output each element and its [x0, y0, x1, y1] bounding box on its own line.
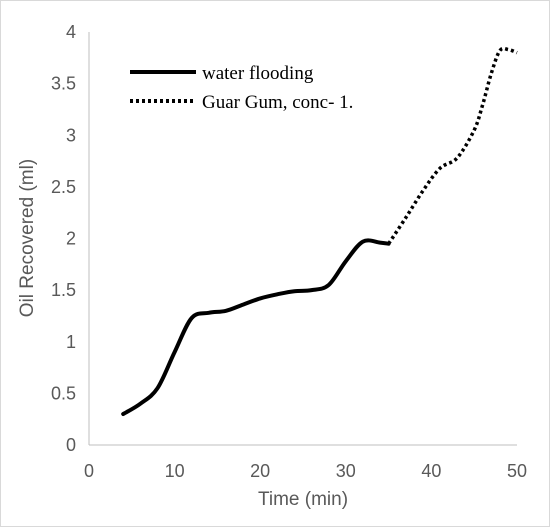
legend-label-water-flooding: water flooding — [202, 63, 314, 84]
y-tick-label: 4 — [66, 22, 76, 42]
y-tick-label: 0.5 — [51, 383, 76, 403]
x-tick-label: 0 — [84, 461, 94, 481]
x-axis-title: Time (min) — [258, 489, 348, 510]
series-layer — [121, 46, 518, 416]
x-tick-label: 30 — [336, 461, 356, 481]
y-tick-label: 1.5 — [51, 280, 76, 300]
y-tick-label: 0 — [66, 435, 76, 455]
ticks-layer: 0 10 20 30 40 50 0 0.5 1 1.5 2 2.5 3 3.5 4 — [51, 22, 527, 481]
legend: water flooding Guar Gum, conc- 1. — [130, 63, 353, 113]
x-tick-label: 40 — [421, 461, 441, 481]
series-line-water-flooding — [121, 238, 391, 416]
series-line-guar-gum — [387, 46, 518, 245]
y-tick-label: 2.5 — [51, 177, 76, 197]
y-tick-label: 1 — [66, 332, 76, 352]
legend-label-guar-gum: Guar Gum, conc- 1. — [202, 92, 353, 113]
x-tick-label: 50 — [507, 461, 527, 481]
y-tick-label: 3 — [66, 125, 76, 145]
y-axis-title: Oil Recovered (ml) — [17, 159, 38, 317]
y-tick-label: 2 — [66, 229, 76, 249]
x-tick-label: 10 — [165, 461, 185, 481]
y-tick-label: 3.5 — [51, 74, 76, 94]
x-tick-label: 20 — [250, 461, 270, 481]
